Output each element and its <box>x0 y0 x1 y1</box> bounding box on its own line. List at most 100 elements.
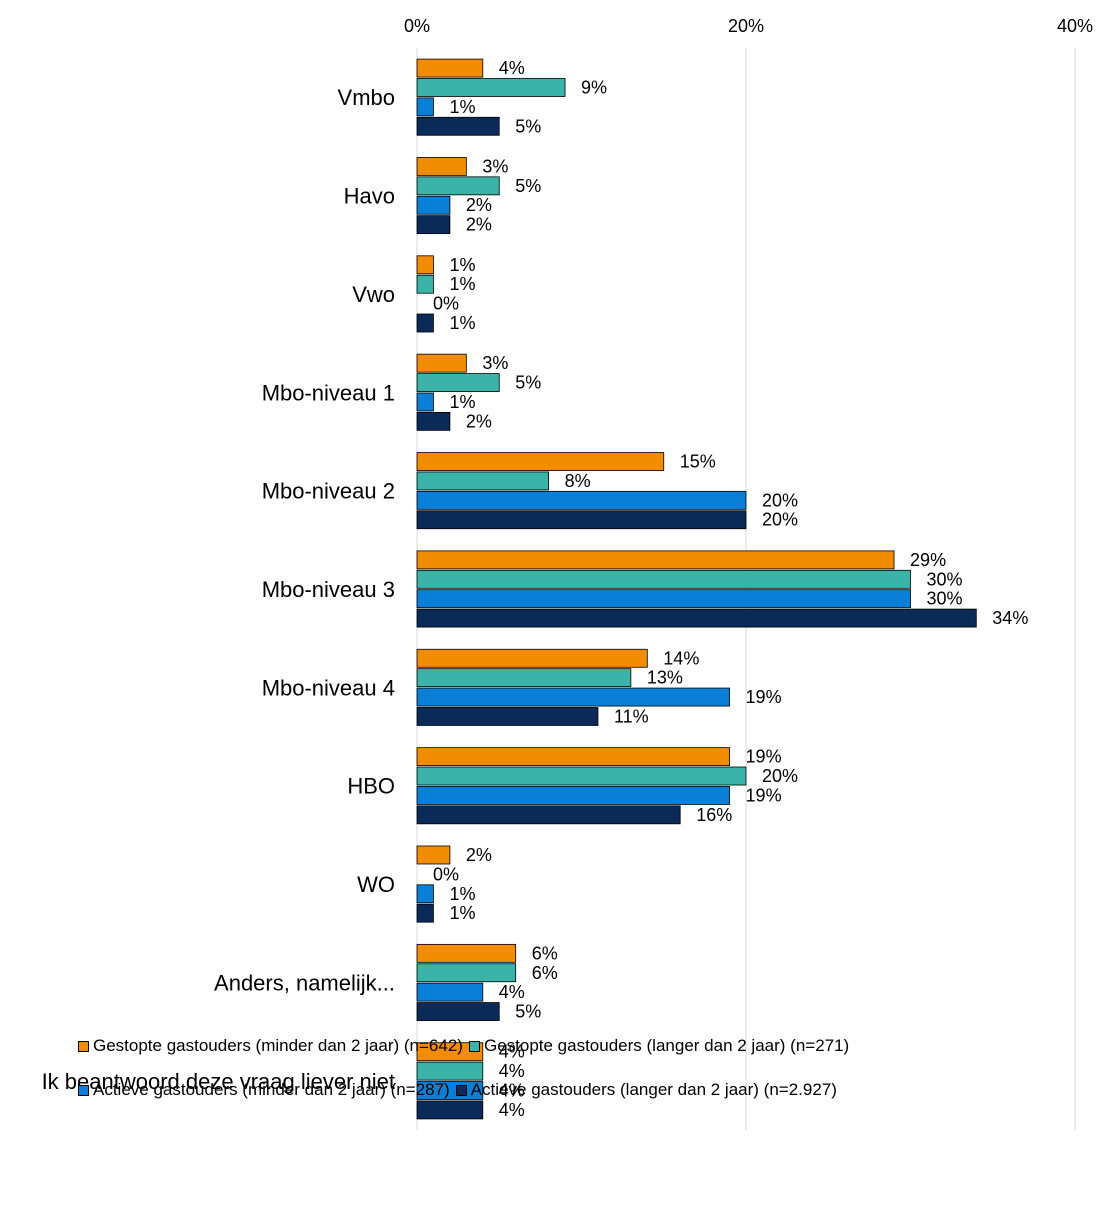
bar <box>416 176 500 196</box>
chart-legend: Gestopte gastouders (minder dan 2 jaar) … <box>0 1028 1100 1198</box>
data-label: 1% <box>449 313 475 333</box>
category-label: Vmbo <box>338 85 395 110</box>
legend-item: Actieve gastouders (langer dan 2 jaar) (… <box>455 1080 837 1100</box>
legend-swatch <box>455 1084 467 1096</box>
legend-item: Gestopte gastouders (langer dan 2 jaar) … <box>468 1036 850 1056</box>
bar <box>416 982 484 1002</box>
legend-item: Actieve gastouders (minder dan 2 jaar) (… <box>78 1080 450 1100</box>
category-label: Vwo <box>352 282 395 307</box>
data-label: 2% <box>466 845 492 865</box>
data-label: 1% <box>449 903 475 923</box>
bar <box>416 687 730 707</box>
bar <box>416 157 467 176</box>
category-label: Mbo-niveau 1 <box>262 380 395 405</box>
data-label: 19% <box>746 687 782 707</box>
data-label: 3% <box>482 353 508 373</box>
category-label: Havo <box>344 184 395 209</box>
data-label: 8% <box>565 471 591 491</box>
category-label: Mbo-niveau 4 <box>262 675 395 700</box>
data-label: 6% <box>532 943 558 963</box>
bar <box>416 452 665 471</box>
bar <box>416 392 434 412</box>
bar <box>416 569 911 589</box>
bar <box>416 668 632 688</box>
legend-label: Gestopte gastouders (minder dan 2 jaar) … <box>93 1036 463 1055</box>
data-label: 1% <box>449 884 475 904</box>
bar <box>416 116 500 136</box>
category-label: Mbo-niveau 2 <box>262 479 395 504</box>
x-tick-label: 0% <box>404 16 430 36</box>
data-label: 14% <box>663 648 699 668</box>
data-label: 19% <box>746 747 782 767</box>
data-label: 1% <box>449 255 475 275</box>
bar <box>416 805 681 825</box>
bar <box>416 510 747 530</box>
bar <box>416 274 434 294</box>
bar <box>416 786 730 805</box>
category-label: Ik beantwoord deze vraag liever niet <box>42 1069 395 1094</box>
x-tick-label: 40% <box>1057 16 1093 36</box>
bar <box>416 255 434 275</box>
data-label: 5% <box>515 1002 541 1022</box>
legend-item: Gestopte gastouders (minder dan 2 jaar) … <box>78 1036 463 1056</box>
data-label: 20% <box>762 510 798 530</box>
data-label: 19% <box>746 785 782 805</box>
bar <box>416 1042 484 1062</box>
data-label: 4% <box>499 1042 525 1062</box>
bar <box>416 58 484 78</box>
data-label: 5% <box>515 116 541 136</box>
bar <box>416 195 451 215</box>
data-label: 15% <box>680 452 716 472</box>
bar <box>416 411 451 431</box>
data-label: 20% <box>762 766 798 786</box>
bar <box>416 373 500 392</box>
bar <box>416 884 434 904</box>
data-label: 30% <box>927 589 963 609</box>
bar <box>416 1100 484 1120</box>
bar <box>416 550 895 570</box>
legend-swatch <box>78 1040 89 1052</box>
bar <box>416 766 747 786</box>
data-label: 2% <box>466 215 492 235</box>
bar <box>416 903 434 923</box>
bar <box>416 943 517 963</box>
bar <box>416 353 467 373</box>
category-label: WO <box>357 872 395 897</box>
legend-row: Gestopte gastouders (minder dan 2 jaar) … <box>78 1036 855 1056</box>
data-label: 4% <box>499 1100 525 1120</box>
data-label: 1% <box>449 274 475 294</box>
bar <box>416 313 434 333</box>
bar <box>416 78 566 97</box>
data-label: 30% <box>927 569 963 589</box>
data-label: 11% <box>614 706 649 726</box>
data-label: 4% <box>499 1081 525 1101</box>
legend-swatch <box>78 1084 89 1096</box>
category-label: Anders, namelijk... <box>214 970 395 995</box>
data-label: 20% <box>762 490 798 510</box>
legend-label: Actieve gastouders (langer dan 2 jaar) (… <box>470 1080 837 1099</box>
data-label: 13% <box>647 668 683 688</box>
data-label: 5% <box>515 176 541 196</box>
legend-row: Actieve gastouders (minder dan 2 jaar) (… <box>78 1080 843 1100</box>
bar <box>416 845 451 865</box>
data-label: 4% <box>499 58 525 78</box>
legend-label: Gestopte gastouders (langer dan 2 jaar) … <box>483 1036 850 1055</box>
data-label: 29% <box>910 550 946 570</box>
bar <box>416 747 730 767</box>
data-label: 1% <box>449 97 475 117</box>
bar <box>416 1061 484 1081</box>
category-label: Mbo-niveau 3 <box>262 577 395 602</box>
data-label: 16% <box>696 805 732 825</box>
bar <box>416 608 977 628</box>
data-label: 34% <box>992 608 1028 628</box>
data-label: 0% <box>433 864 459 884</box>
legend-label: Actieve gastouders (minder dan 2 jaar) (… <box>93 1080 450 1099</box>
bar <box>416 648 648 668</box>
data-label: 4% <box>499 982 525 1002</box>
bar <box>416 490 747 510</box>
data-label: 9% <box>581 77 607 97</box>
bar <box>416 963 517 983</box>
data-label: 3% <box>482 156 508 176</box>
